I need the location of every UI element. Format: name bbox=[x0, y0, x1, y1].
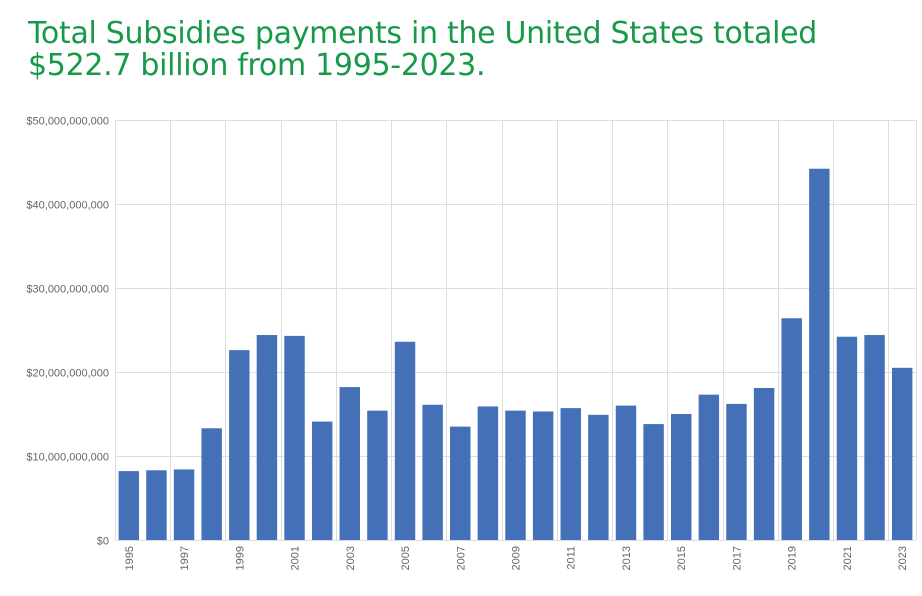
bar-1996[interactable] bbox=[146, 470, 167, 540]
bar-2005[interactable] bbox=[394, 341, 416, 540]
bar-2008[interactable] bbox=[477, 406, 499, 540]
x-tick-label: 2017 bbox=[732, 546, 744, 570]
bar-2000[interactable] bbox=[256, 335, 278, 540]
x-tick-label: 2011 bbox=[566, 546, 578, 570]
bar-2020[interactable] bbox=[809, 168, 830, 540]
x-tick-label: 2021 bbox=[842, 546, 854, 570]
bar-2012[interactable] bbox=[588, 414, 609, 540]
y-tick-label: $30,000,000,000 bbox=[26, 284, 109, 296]
grid-lines bbox=[115, 120, 917, 541]
y-tick-label: $10,000,000,000 bbox=[26, 452, 109, 464]
bar-2014[interactable] bbox=[643, 424, 664, 540]
y-tick-label: $20,000,000,000 bbox=[26, 368, 109, 380]
bar-2022[interactable] bbox=[864, 335, 885, 540]
bar-2013[interactable] bbox=[615, 405, 637, 540]
x-tick-label: 2013 bbox=[621, 546, 633, 570]
bar-2004[interactable] bbox=[367, 410, 388, 540]
x-tick-label: 2001 bbox=[290, 546, 302, 570]
bar-2001[interactable] bbox=[284, 335, 305, 540]
x-tick-label: 1995 bbox=[124, 546, 136, 570]
x-tick-label: 2023 bbox=[897, 546, 909, 570]
x-tick-label: 1999 bbox=[234, 546, 246, 570]
chart-title: Total Subsidies payments in the United S… bbox=[28, 16, 818, 83]
x-tick-label: 2019 bbox=[787, 546, 799, 570]
y-tick-label: $50,000,000,000 bbox=[26, 116, 109, 128]
bar-2010[interactable] bbox=[532, 411, 554, 540]
x-tick-label: 2009 bbox=[511, 546, 523, 570]
y-tick-label: $40,000,000,000 bbox=[26, 200, 109, 212]
bar-2006[interactable] bbox=[422, 404, 443, 540]
bar-2019[interactable] bbox=[781, 318, 802, 540]
bar-1997[interactable] bbox=[173, 469, 195, 540]
x-tick-label: 2015 bbox=[676, 546, 688, 570]
bar-2011[interactable] bbox=[560, 408, 581, 540]
bar-1998[interactable] bbox=[201, 428, 222, 540]
bar-2021[interactable] bbox=[836, 336, 858, 540]
bar-2007[interactable] bbox=[450, 426, 471, 540]
bar-1995[interactable] bbox=[118, 471, 140, 540]
y-axis-ticks: $0 $10,000,000,000 $20,000,000,000 $30,000,… bbox=[26, 116, 109, 548]
bar-2017[interactable] bbox=[726, 403, 747, 540]
x-axis-ticks: 1995 1997 1999 2001 2003 2005 2007 2009 2011 2013… bbox=[124, 546, 909, 570]
bar-2003[interactable] bbox=[339, 387, 360, 540]
bars bbox=[118, 168, 913, 540]
y-tick-label: $0 bbox=[97, 536, 109, 548]
x-tick-label: 2005 bbox=[400, 546, 412, 570]
bar-2015[interactable] bbox=[671, 414, 692, 540]
bar-1999[interactable] bbox=[229, 350, 250, 540]
bar-2016[interactable] bbox=[698, 394, 720, 540]
bar-2002[interactable] bbox=[311, 421, 333, 540]
x-tick-label: 2003 bbox=[345, 546, 357, 570]
bar-2009[interactable] bbox=[505, 410, 526, 540]
x-tick-label: 2007 bbox=[455, 546, 467, 570]
x-tick-label: 1997 bbox=[179, 546, 191, 570]
bar-2023[interactable] bbox=[891, 367, 913, 540]
bar-2018[interactable] bbox=[753, 387, 775, 540]
